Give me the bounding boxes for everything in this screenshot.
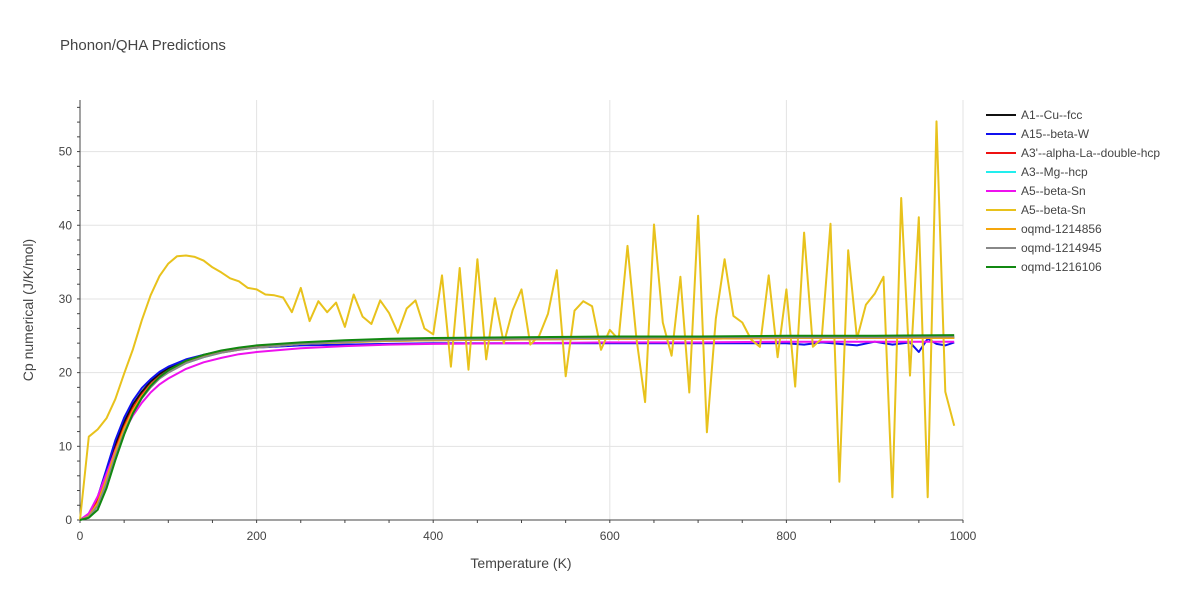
series-line-4[interactable] [79, 340, 955, 521]
y-tick-label: 20 [59, 366, 73, 380]
y-tick-label: 10 [59, 439, 73, 453]
legend-label: A3'--alpha-La--double-hcp [1021, 146, 1160, 160]
legend[interactable]: A1--Cu--fcc A15--beta-W A3'--alpha-La--dou… [986, 108, 1160, 274]
legend-item[interactable]: A1--Cu--fcc [986, 108, 1082, 122]
legend-item[interactable]: A5--beta-Sn [986, 203, 1086, 217]
legend-item[interactable]: A3'--alpha-La--double-hcp [986, 146, 1160, 160]
series-line-2[interactable] [79, 337, 955, 521]
series-line-6[interactable] [79, 337, 955, 521]
x-tick-label: 200 [247, 529, 267, 543]
series-line-7[interactable] [79, 335, 955, 521]
legend-label: oqmd-1214856 [1021, 222, 1102, 236]
legend-label: A1--Cu--fcc [1021, 108, 1082, 122]
legend-label: oqmd-1216106 [1021, 260, 1102, 274]
series-line-5[interactable] [79, 120, 956, 521]
legend-label: A15--beta-W [1021, 127, 1090, 141]
series-line-8[interactable] [79, 334, 955, 521]
x-tick-label: 0 [77, 529, 84, 543]
legend-label: A3--Mg--hcp [1021, 165, 1088, 179]
legend-item[interactable]: oqmd-1214856 [986, 222, 1102, 236]
legend-label: oqmd-1214945 [1021, 241, 1102, 255]
x-tick-label: 600 [600, 529, 620, 543]
x-tick-label: 400 [423, 529, 443, 543]
series-line-0[interactable] [79, 336, 955, 521]
legend-item[interactable]: oqmd-1214945 [986, 241, 1102, 255]
y-tick-label: 30 [59, 292, 73, 306]
y-axis-title: Cp numerical (J/K/mol) [20, 239, 36, 381]
grid-layer [80, 100, 964, 520]
chart-title: Phonon/QHA Predictions [60, 37, 226, 54]
y-tick-label: 40 [59, 218, 73, 232]
legend-item[interactable]: A3--Mg--hcp [986, 165, 1088, 179]
series-layer [79, 120, 956, 521]
x-tick-label: 1000 [950, 529, 977, 543]
legend-label: A5--beta-Sn [1021, 203, 1086, 217]
legend-item[interactable]: A5--beta-Sn [986, 184, 1086, 198]
legend-label: A5--beta-Sn [1021, 184, 1086, 198]
y-tick-label: 50 [59, 145, 73, 159]
axes-layer: 0 200 400 600 800 1000 0 10 20 30 40 50 [59, 100, 977, 543]
legend-item[interactable]: oqmd-1216106 [986, 260, 1102, 274]
y-tick-label: 0 [65, 513, 72, 527]
x-axis-title: Temperature (K) [470, 555, 571, 571]
series-line-1[interactable] [79, 337, 955, 521]
x-tick-label: 800 [776, 529, 796, 543]
series-line-3[interactable] [79, 336, 955, 521]
legend-item[interactable]: A15--beta-W [986, 127, 1090, 141]
